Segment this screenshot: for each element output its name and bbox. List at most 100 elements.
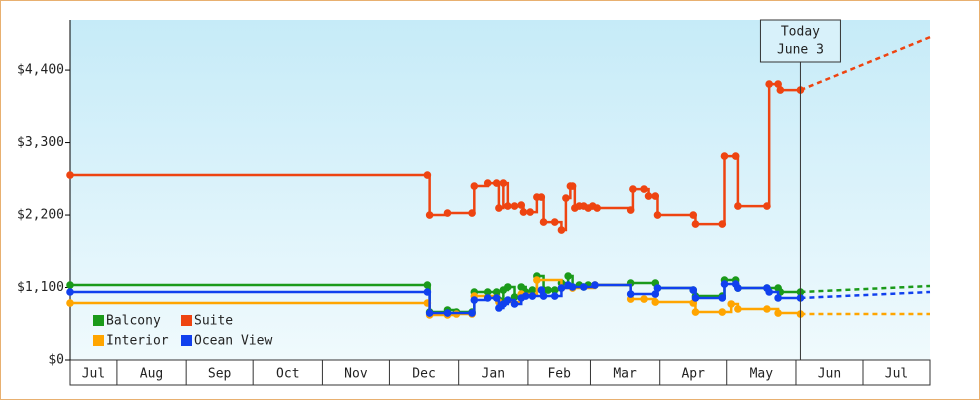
point <box>626 290 635 298</box>
legend-swatch <box>93 315 104 326</box>
x-tick-label: Jul <box>885 367 908 382</box>
x-tick-label: Apr <box>681 367 705 382</box>
point <box>533 276 541 284</box>
point <box>443 309 452 317</box>
point <box>579 283 588 291</box>
point <box>651 192 660 200</box>
point <box>653 284 662 292</box>
point <box>492 294 501 302</box>
point <box>519 208 528 216</box>
point <box>718 308 727 316</box>
x-tick-label: May <box>750 367 774 382</box>
legend-label: Balcony <box>106 314 161 329</box>
point <box>526 208 534 216</box>
x-tick-label: Aug <box>140 367 163 382</box>
today-label: June 3 <box>777 43 824 58</box>
y-tick-label: $2,200 <box>17 208 64 223</box>
point <box>468 309 476 317</box>
point <box>483 294 492 302</box>
point <box>644 192 653 200</box>
point <box>470 296 479 304</box>
x-axis-band <box>69 359 931 386</box>
legend-swatch <box>93 335 104 346</box>
x-tick-label: Dec <box>412 367 435 382</box>
x-tick-label: Mar <box>613 367 637 382</box>
point <box>423 288 432 296</box>
point <box>653 211 662 219</box>
y-tick-label: $0 <box>48 353 64 368</box>
point <box>517 283 526 291</box>
x-tick-label: Sep <box>208 367 232 382</box>
legend-swatch <box>181 315 192 326</box>
point <box>691 308 700 316</box>
point <box>423 281 432 289</box>
point <box>591 281 599 289</box>
point <box>593 204 601 212</box>
point <box>734 202 742 210</box>
point <box>727 300 735 308</box>
today-box <box>759 19 841 63</box>
y-tick-label: $3,300 <box>17 135 64 150</box>
point <box>718 294 727 302</box>
point <box>468 209 476 217</box>
point <box>510 300 519 308</box>
point <box>550 286 559 294</box>
point <box>504 296 512 304</box>
point <box>517 201 526 209</box>
y-tick-label: $4,400 <box>17 63 64 78</box>
point <box>734 305 742 313</box>
point <box>640 185 648 193</box>
projection-line <box>800 290 931 300</box>
point <box>539 292 548 300</box>
point <box>483 288 492 296</box>
point <box>763 202 771 210</box>
point <box>504 283 512 291</box>
point <box>629 185 637 193</box>
point <box>774 80 782 88</box>
point <box>562 194 570 202</box>
point <box>483 179 492 187</box>
point <box>521 292 530 300</box>
point <box>776 86 785 94</box>
point <box>537 286 546 294</box>
projection-line <box>800 284 931 294</box>
point <box>510 202 519 210</box>
point <box>651 298 660 306</box>
point <box>765 80 773 88</box>
point <box>66 281 74 289</box>
point <box>66 288 74 296</box>
point <box>720 152 729 160</box>
x-tick-label: Jul <box>82 367 105 382</box>
point <box>689 211 698 219</box>
point <box>734 284 742 292</box>
point <box>763 305 771 313</box>
x-tick-label: Oct <box>276 367 299 382</box>
x-tick-label: Jun <box>818 367 841 382</box>
point <box>640 295 648 303</box>
point <box>423 171 432 179</box>
legend-label: Suite <box>194 314 233 329</box>
point <box>774 309 782 317</box>
point <box>66 171 74 179</box>
point <box>495 204 503 212</box>
point <box>731 152 740 160</box>
point <box>626 206 635 214</box>
point <box>550 218 559 226</box>
point <box>492 288 501 296</box>
point <box>470 182 479 190</box>
point <box>564 272 572 280</box>
point <box>765 288 773 296</box>
point <box>443 209 452 217</box>
point <box>544 286 552 294</box>
point <box>66 299 74 307</box>
x-tick-label: Jan <box>482 367 505 382</box>
point <box>537 193 546 201</box>
point <box>492 179 501 187</box>
point <box>539 218 548 226</box>
x-tick-label: Nov <box>344 367 368 382</box>
point <box>568 182 577 190</box>
point <box>651 290 660 298</box>
point <box>691 294 700 302</box>
